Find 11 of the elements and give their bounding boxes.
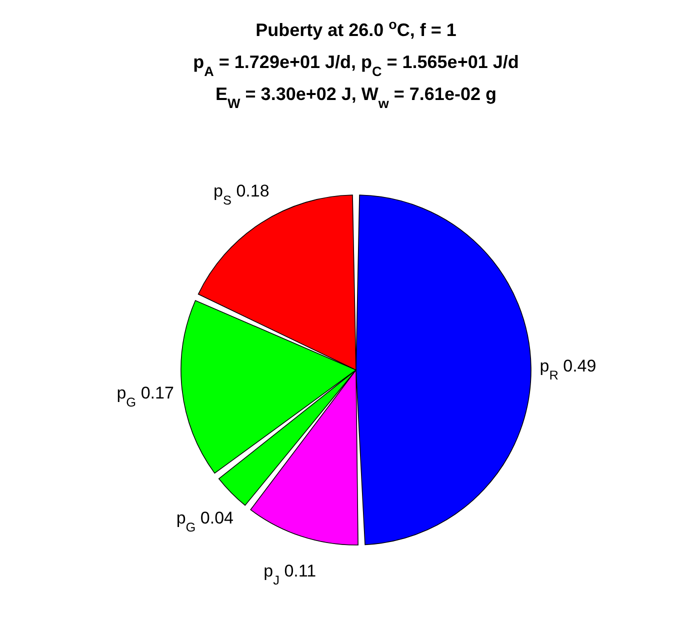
- slice-label: p$_{R}$: [540, 356, 558, 382]
- slice-label: p$_{S}$: [213, 182, 232, 208]
- data-label: 0.04: [196, 508, 234, 528]
- slice-label: p$_{J}$: [264, 561, 280, 587]
- slice-label: p$_{G}$: [176, 508, 196, 534]
- chart-title: Puberty at 26.0 $^{o}$C, f = 1 p$_{A}$ = 1.729e+01 J/d, p$_{C}$ = 1.565e+01 J/d E$_{W}$ = 3.30e+02 J, W$_{w}$ = 7.61e-02 g: [193, 16, 519, 110]
- data-label: 0.49: [558, 356, 596, 376]
- slice-label: p$_{G}$: [116, 384, 136, 409]
- data-label: 0.17: [136, 384, 174, 402]
- data-label: 0.11: [279, 561, 316, 580]
- data-label: 0.18: [231, 182, 270, 201]
